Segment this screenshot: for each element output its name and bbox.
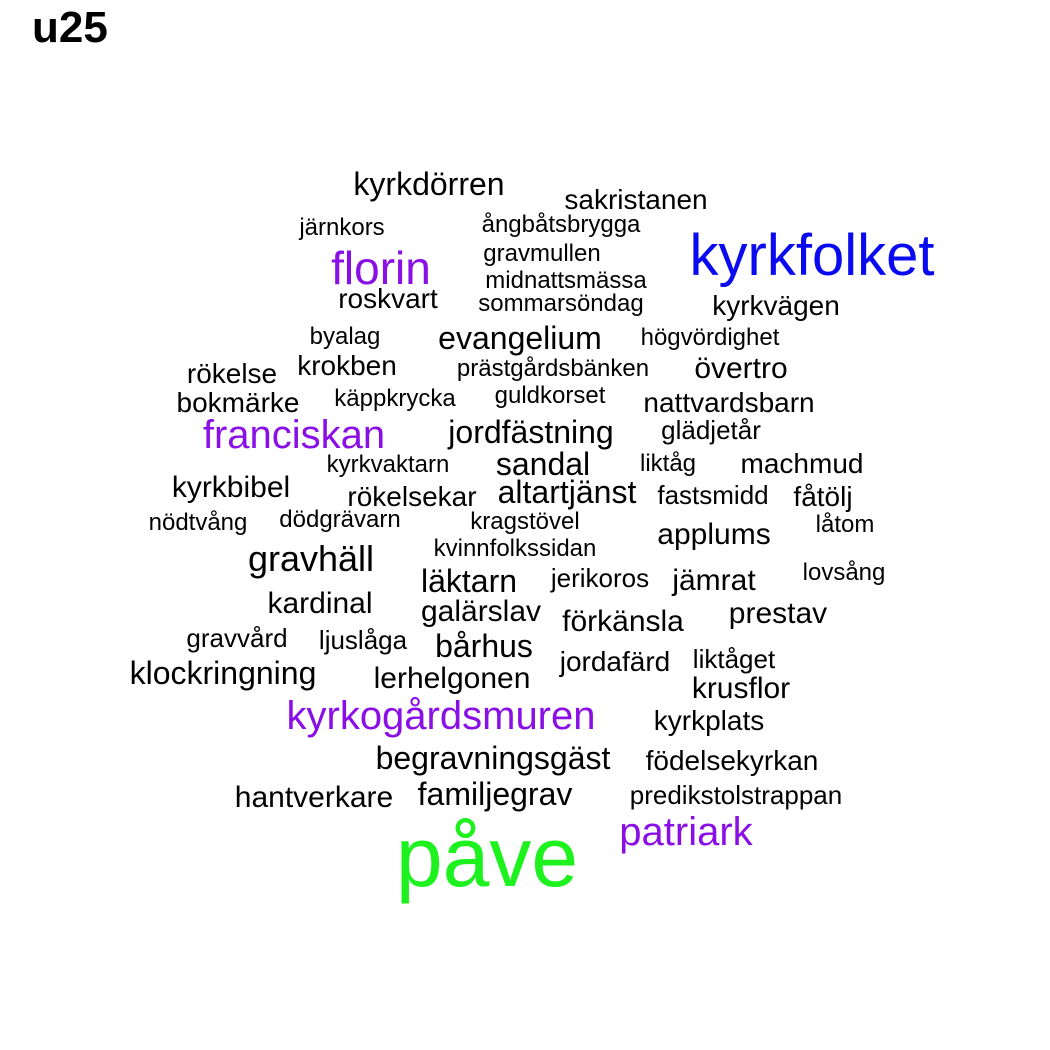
word-barhus: bårhus — [435, 628, 533, 664]
page-title: u25 — [32, 3, 108, 52]
word-gravvard: gravvård — [186, 623, 288, 653]
word-fastsmidd: fastsmidd — [657, 480, 769, 510]
word-dodgravarn: dödgrävarn — [279, 506, 401, 533]
word-angbatsbrygga: ångbåtsbrygga — [481, 211, 641, 238]
word-kyrkplats: kyrkplats — [653, 705, 765, 736]
word-sommarsondag: sommarsöndag — [478, 290, 644, 317]
word-nattvardsbarn: nattvardsbarn — [643, 387, 815, 418]
word-galarslav: galärslav — [420, 595, 542, 628]
word-guldkorset: guldkorset — [494, 382, 606, 409]
word-bokmarke: bokmärke — [176, 387, 300, 418]
word-latom: låtom — [815, 511, 875, 538]
word-jordfastning: jordfästning — [448, 414, 614, 450]
word-franciskan: franciskan — [202, 413, 386, 457]
word-lerhelgonen: lerhelgonen — [373, 662, 531, 695]
word-forkansla: förkänsla — [562, 605, 684, 638]
word-liktaget: liktåget — [692, 644, 776, 674]
word-kyrkogardsmuren: kyrkogårdsmuren — [286, 694, 596, 738]
word-laktarn: läktarn — [420, 563, 518, 599]
word-kyrkbibel: kyrkbibel — [171, 471, 291, 504]
word-patriark: patriark — [619, 810, 753, 854]
word-predikstolstrappan: predikstolstrappan — [629, 780, 843, 810]
word-jamrat: jämrat — [672, 564, 756, 597]
word-gladjetar: glädjetår — [661, 415, 761, 445]
word-overtro: övertro — [694, 352, 788, 385]
word-gravhall: gravhäll — [247, 538, 375, 579]
word-kvinnfolkssidan: kvinnfolkssidan — [433, 535, 597, 562]
word-kyrkdorren: kyrkdörren — [353, 166, 505, 202]
word-prastgardsbanken: prästgårdsbänken — [456, 355, 650, 382]
word-pave: påve — [395, 810, 579, 904]
word-applums: applums — [657, 518, 771, 551]
word-klockringning: klockringning — [129, 655, 317, 691]
word-hogvordighet: högvördighet — [640, 324, 780, 351]
word-jerikoros: jerikoros — [550, 563, 650, 593]
word-machmud: machmud — [740, 448, 864, 479]
word-gravmullen: gravmullen — [483, 240, 601, 267]
word-lovsang: lovsång — [802, 559, 886, 586]
word-roskvart: roskvart — [338, 283, 438, 314]
word-kyrkvagen: kyrkvägen — [712, 290, 840, 321]
word-sakristanen: sakristanen — [564, 184, 708, 215]
word-kragstovel: kragstövel — [470, 508, 580, 535]
word-krokben: krokben — [297, 350, 397, 381]
word-prestav: prestav — [728, 597, 828, 630]
word-fodelsekyrkan: födelsekyrkan — [645, 745, 819, 776]
word-altartjanst: altartjänst — [497, 474, 637, 510]
word-fatolj: fåtölj — [793, 481, 853, 512]
word-midnattsmassa: midnattsmässa — [485, 267, 647, 294]
word-nodtvang: nödtvång — [148, 509, 248, 536]
word-kardinal: kardinal — [267, 587, 373, 620]
word-kappkrycka: käppkrycka — [334, 385, 456, 412]
word-byalag: byalag — [309, 323, 381, 350]
word-jordafard: jordafärd — [559, 646, 671, 677]
word-liktag: liktåg — [639, 450, 697, 477]
word-florin: florin — [331, 242, 431, 294]
word-begravningsgast: begravningsgäst — [375, 740, 611, 776]
word-krusflor: krusflor — [691, 672, 791, 705]
word-kyrkfolket: kyrkfolket — [689, 223, 935, 288]
word-kyrkvaktarn: kyrkvaktarn — [326, 451, 450, 478]
word-sandal: sandal — [495, 446, 591, 482]
word-rokelse: rökelse — [186, 358, 278, 389]
word-familjegrav: familjegrav — [417, 776, 573, 812]
word-evangelium: evangelium — [438, 320, 602, 356]
word-jarnkors: järnkors — [299, 214, 385, 241]
word-hantverkare: hantverkare — [234, 781, 394, 814]
word-rokelsekar: rökelsekar — [347, 481, 477, 512]
word-ljuslaga: ljuslåga — [318, 625, 408, 655]
